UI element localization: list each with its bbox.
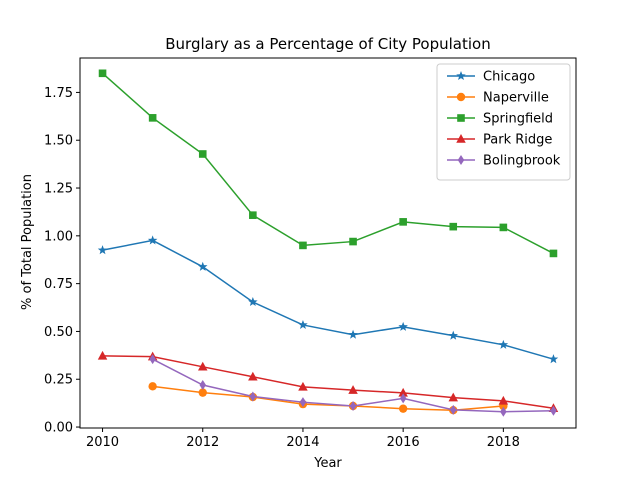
data-point xyxy=(398,321,408,331)
legend-marker xyxy=(456,134,466,143)
data-point xyxy=(198,388,207,397)
data-point xyxy=(398,387,408,397)
legend-entry: Park Ridge xyxy=(447,133,552,148)
legend-label: Chicago xyxy=(483,70,535,85)
data-point xyxy=(549,249,558,258)
data-point xyxy=(197,261,208,271)
x-tick-label: 2016 xyxy=(387,435,420,450)
legend-label: Park Ridge xyxy=(483,133,552,148)
legend-entry: Springfield xyxy=(447,112,553,127)
data-point xyxy=(299,241,307,250)
data-point xyxy=(548,354,559,364)
y-tick-label: 1.25 xyxy=(44,182,73,197)
legend-label: Springfield xyxy=(483,112,553,127)
series-line xyxy=(102,72,554,255)
data-point xyxy=(149,354,156,365)
series-line xyxy=(102,355,554,410)
series-line xyxy=(152,385,504,411)
x-axis-label: Year xyxy=(313,456,342,471)
data-point xyxy=(348,385,358,394)
data-point xyxy=(449,222,458,231)
y-tick-label: 0.00 xyxy=(44,421,73,436)
legend: Chicago Naperville Springfield Park Ridge Bo… xyxy=(436,63,571,181)
data-point xyxy=(450,404,457,415)
legend-entry: Chicago xyxy=(447,70,535,85)
legend-marker xyxy=(456,92,466,102)
x-tick-label: 2010 xyxy=(86,435,119,450)
y-tick-label: 1.00 xyxy=(44,229,73,244)
data-point xyxy=(399,393,407,404)
axes-frame xyxy=(79,57,577,429)
y-tick-label: 1.50 xyxy=(44,134,73,149)
data-point xyxy=(97,350,108,360)
y-tick-label: 0.75 xyxy=(44,277,73,292)
data-point xyxy=(399,218,407,226)
legend-marker xyxy=(456,71,466,81)
legend-box xyxy=(436,63,571,181)
y-axis-label: % of Total Population xyxy=(20,174,35,310)
y-tick-label: 0.25 xyxy=(44,373,73,388)
x-tick-label: 2014 xyxy=(286,435,319,450)
x-tick-label: 2018 xyxy=(487,435,520,450)
data-point xyxy=(249,391,257,402)
data-point xyxy=(398,404,408,413)
data-point xyxy=(448,330,459,340)
legend-label: Bolingbrook xyxy=(483,154,561,169)
data-point xyxy=(349,401,357,412)
data-point xyxy=(500,406,507,417)
series-chicago xyxy=(97,235,559,364)
data-point xyxy=(298,381,308,391)
data-point xyxy=(98,69,107,78)
series-bolingbrook xyxy=(149,354,557,417)
data-point xyxy=(348,329,358,339)
data-point xyxy=(197,361,208,371)
data-point xyxy=(148,114,157,122)
legend-label: Naperville xyxy=(483,91,549,106)
data-point xyxy=(148,382,157,391)
legend-marker xyxy=(457,155,465,165)
data-point xyxy=(198,150,207,158)
y-tick-label: 0.50 xyxy=(44,325,73,340)
data-point xyxy=(498,395,509,405)
legend-entry: Naperville xyxy=(447,91,549,106)
data-point xyxy=(248,371,258,381)
data-point xyxy=(298,319,308,329)
data-point xyxy=(448,392,459,402)
legend-entry: Bolingbrook xyxy=(447,154,561,169)
data-point xyxy=(349,237,357,246)
plot-area: 2010 2012 2014 2016 2018 0.00 0.25 0.50 0.75 1.00… xyxy=(44,57,577,450)
data-point xyxy=(499,223,508,232)
data-point xyxy=(550,405,557,416)
data-point xyxy=(299,397,307,408)
series-springfield xyxy=(98,69,558,258)
data-point xyxy=(498,339,509,349)
y-tick-label: 1.75 xyxy=(44,86,73,101)
data-point xyxy=(199,379,206,390)
x-tick-label: 2012 xyxy=(186,435,219,450)
data-point xyxy=(97,245,108,255)
data-point xyxy=(249,211,257,219)
data-point xyxy=(248,296,258,307)
legend-marker xyxy=(457,114,465,122)
chart-title: Burglary as a Percentage of City Populat… xyxy=(165,35,490,53)
series-line xyxy=(102,239,554,360)
data-point xyxy=(147,235,158,245)
